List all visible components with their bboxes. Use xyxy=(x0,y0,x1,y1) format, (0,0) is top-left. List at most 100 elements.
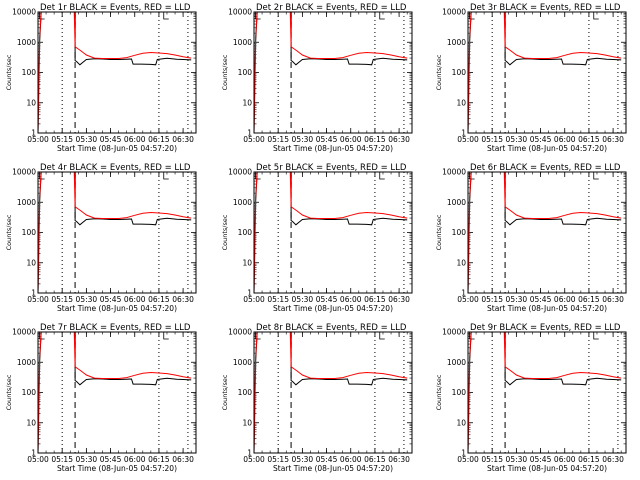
y-tick-label: 10000 xyxy=(228,8,252,17)
y-tick-label: 100 xyxy=(238,68,253,77)
y-tick-label: 1 xyxy=(31,289,36,298)
x-tick-label: 05:00 xyxy=(27,135,49,144)
series-line-events xyxy=(38,172,192,293)
y-tick-label: 1 xyxy=(461,129,466,138)
x-tick-label: 06:15 xyxy=(364,295,386,304)
chart-title: Det 7r BLACK = Events, RED = LLD xyxy=(40,323,191,333)
saa-marker-end xyxy=(379,332,385,340)
y-tick-label: 1000 xyxy=(233,38,252,47)
chart-panel-1: Det 1r BLACK = Events, RED = LLD Counts/s… xyxy=(5,3,197,153)
y-tick-label: 10000 xyxy=(12,168,36,177)
series-line-events xyxy=(468,12,622,133)
series-group xyxy=(38,12,192,133)
y-axis-label: Counts/sec xyxy=(221,214,229,250)
y-tick-label: 100 xyxy=(238,228,253,237)
x-axis-label: Start Time (08-Jun-05 04:57:20) xyxy=(273,144,393,153)
x-axis-label: Start Time (08-Jun-05 04:57:20) xyxy=(273,304,393,313)
x-tick-label: 06:00 xyxy=(340,455,362,464)
y-tick-label: 100 xyxy=(22,228,37,237)
x-tick-label: 06:15 xyxy=(148,295,170,304)
x-tick-label: 05:00 xyxy=(243,455,265,464)
y-tick-label: 1 xyxy=(247,449,252,458)
x-tick-label: 06:30 xyxy=(388,295,410,304)
x-tick-label: 05:30 xyxy=(506,295,528,304)
y-tick-label: 10000 xyxy=(228,328,252,337)
x-tick-label: 06:30 xyxy=(172,455,194,464)
chart-panel-5: Det 5r BLACK = Events, RED = LLD Counts/s… xyxy=(221,163,413,313)
y-tick-label: 1000 xyxy=(17,198,36,207)
x-tick-label: 05:45 xyxy=(100,455,122,464)
chart-panel-9: Det 9r BLACK = Events, RED = LLD Counts/s… xyxy=(435,323,627,473)
y-tick-label: 100 xyxy=(22,388,37,397)
x-tick-label: 05:30 xyxy=(76,455,98,464)
series-line-lld xyxy=(254,172,408,293)
chart-panel-8: Det 8r BLACK = Events, RED = LLD Counts/s… xyxy=(221,323,413,473)
x-tick-label: 06:30 xyxy=(388,455,410,464)
x-tick-label: 05:30 xyxy=(292,455,314,464)
x-axis-label: Start Time (08-Jun-05 04:57:20) xyxy=(273,464,393,473)
series-group xyxy=(38,332,192,453)
x-tick-label: 06:00 xyxy=(340,135,362,144)
series-line-lld xyxy=(468,12,622,133)
x-tick-label: 05:15 xyxy=(481,455,503,464)
y-tick-label: 1 xyxy=(31,449,36,458)
plot-frame xyxy=(37,171,197,294)
plot-frame xyxy=(37,331,197,454)
series-line-events xyxy=(468,172,622,293)
y-tick-label: 10 xyxy=(456,418,466,427)
x-axis-label: Start Time (08-Jun-05 04:57:20) xyxy=(57,464,177,473)
y-tick-label: 1000 xyxy=(447,198,466,207)
y-axis-label: Counts/sec xyxy=(435,54,443,90)
chart-panel-3: Det 3r BLACK = Events, RED = LLD Counts/s… xyxy=(435,3,627,153)
x-tick-label: 05:30 xyxy=(506,135,528,144)
saa-marker-start xyxy=(469,172,475,180)
y-tick-label: 10 xyxy=(456,258,466,267)
plot-frame xyxy=(467,171,627,294)
series-group xyxy=(468,332,622,453)
chart-panel-2: Det 2r BLACK = Events, RED = LLD Counts/s… xyxy=(221,3,413,153)
x-tick-label: 05:45 xyxy=(316,135,338,144)
x-tick-label: 06:00 xyxy=(554,295,576,304)
y-tick-label: 1 xyxy=(31,129,36,138)
chart-panel-6: Det 6r BLACK = Events, RED = LLD Counts/s… xyxy=(435,163,627,313)
x-tick-label: 05:45 xyxy=(100,135,122,144)
x-tick-label: 05:00 xyxy=(27,295,49,304)
x-tick-label: 05:30 xyxy=(76,135,98,144)
x-axis-label: Start Time (08-Jun-05 04:57:20) xyxy=(487,304,607,313)
series-line-events xyxy=(254,332,408,453)
y-tick-label: 10 xyxy=(456,98,466,107)
y-tick-label: 10 xyxy=(242,258,252,267)
x-tick-label: 05:00 xyxy=(457,295,479,304)
y-tick-label: 10 xyxy=(26,98,36,107)
y-tick-label: 10000 xyxy=(12,8,36,17)
y-axis-label: Counts/sec xyxy=(5,214,13,250)
x-tick-label: 06:15 xyxy=(364,455,386,464)
y-tick-label: 1 xyxy=(461,289,466,298)
chart-title: Det 8r BLACK = Events, RED = LLD xyxy=(256,323,407,333)
y-tick-label: 1 xyxy=(247,289,252,298)
x-tick-label: 05:30 xyxy=(292,135,314,144)
y-axis-label: Counts/sec xyxy=(435,374,443,410)
y-tick-label: 100 xyxy=(238,388,253,397)
saa-marker-end xyxy=(163,172,169,180)
x-tick-label: 05:00 xyxy=(243,295,265,304)
x-tick-label: 06:15 xyxy=(578,135,600,144)
chart-title: Det 3r BLACK = Events, RED = LLD xyxy=(470,3,621,13)
x-tick-label: 05:45 xyxy=(100,295,122,304)
x-tick-label: 06:30 xyxy=(602,135,624,144)
y-axis-label: Counts/sec xyxy=(5,54,13,90)
saa-marker-end xyxy=(593,12,599,20)
x-tick-label: 05:30 xyxy=(292,295,314,304)
y-tick-label: 10000 xyxy=(442,168,466,177)
series-group xyxy=(254,172,408,293)
series-line-events xyxy=(254,172,408,293)
x-axis-label: Start Time (08-Jun-05 04:57:20) xyxy=(487,144,607,153)
x-tick-label: 05:45 xyxy=(530,295,552,304)
y-axis-label: Counts/sec xyxy=(221,54,229,90)
x-tick-label: 05:30 xyxy=(76,295,98,304)
y-tick-label: 100 xyxy=(452,388,467,397)
x-tick-label: 05:00 xyxy=(457,455,479,464)
series-group xyxy=(468,172,622,293)
x-axis-label: Start Time (08-Jun-05 04:57:20) xyxy=(57,144,177,153)
